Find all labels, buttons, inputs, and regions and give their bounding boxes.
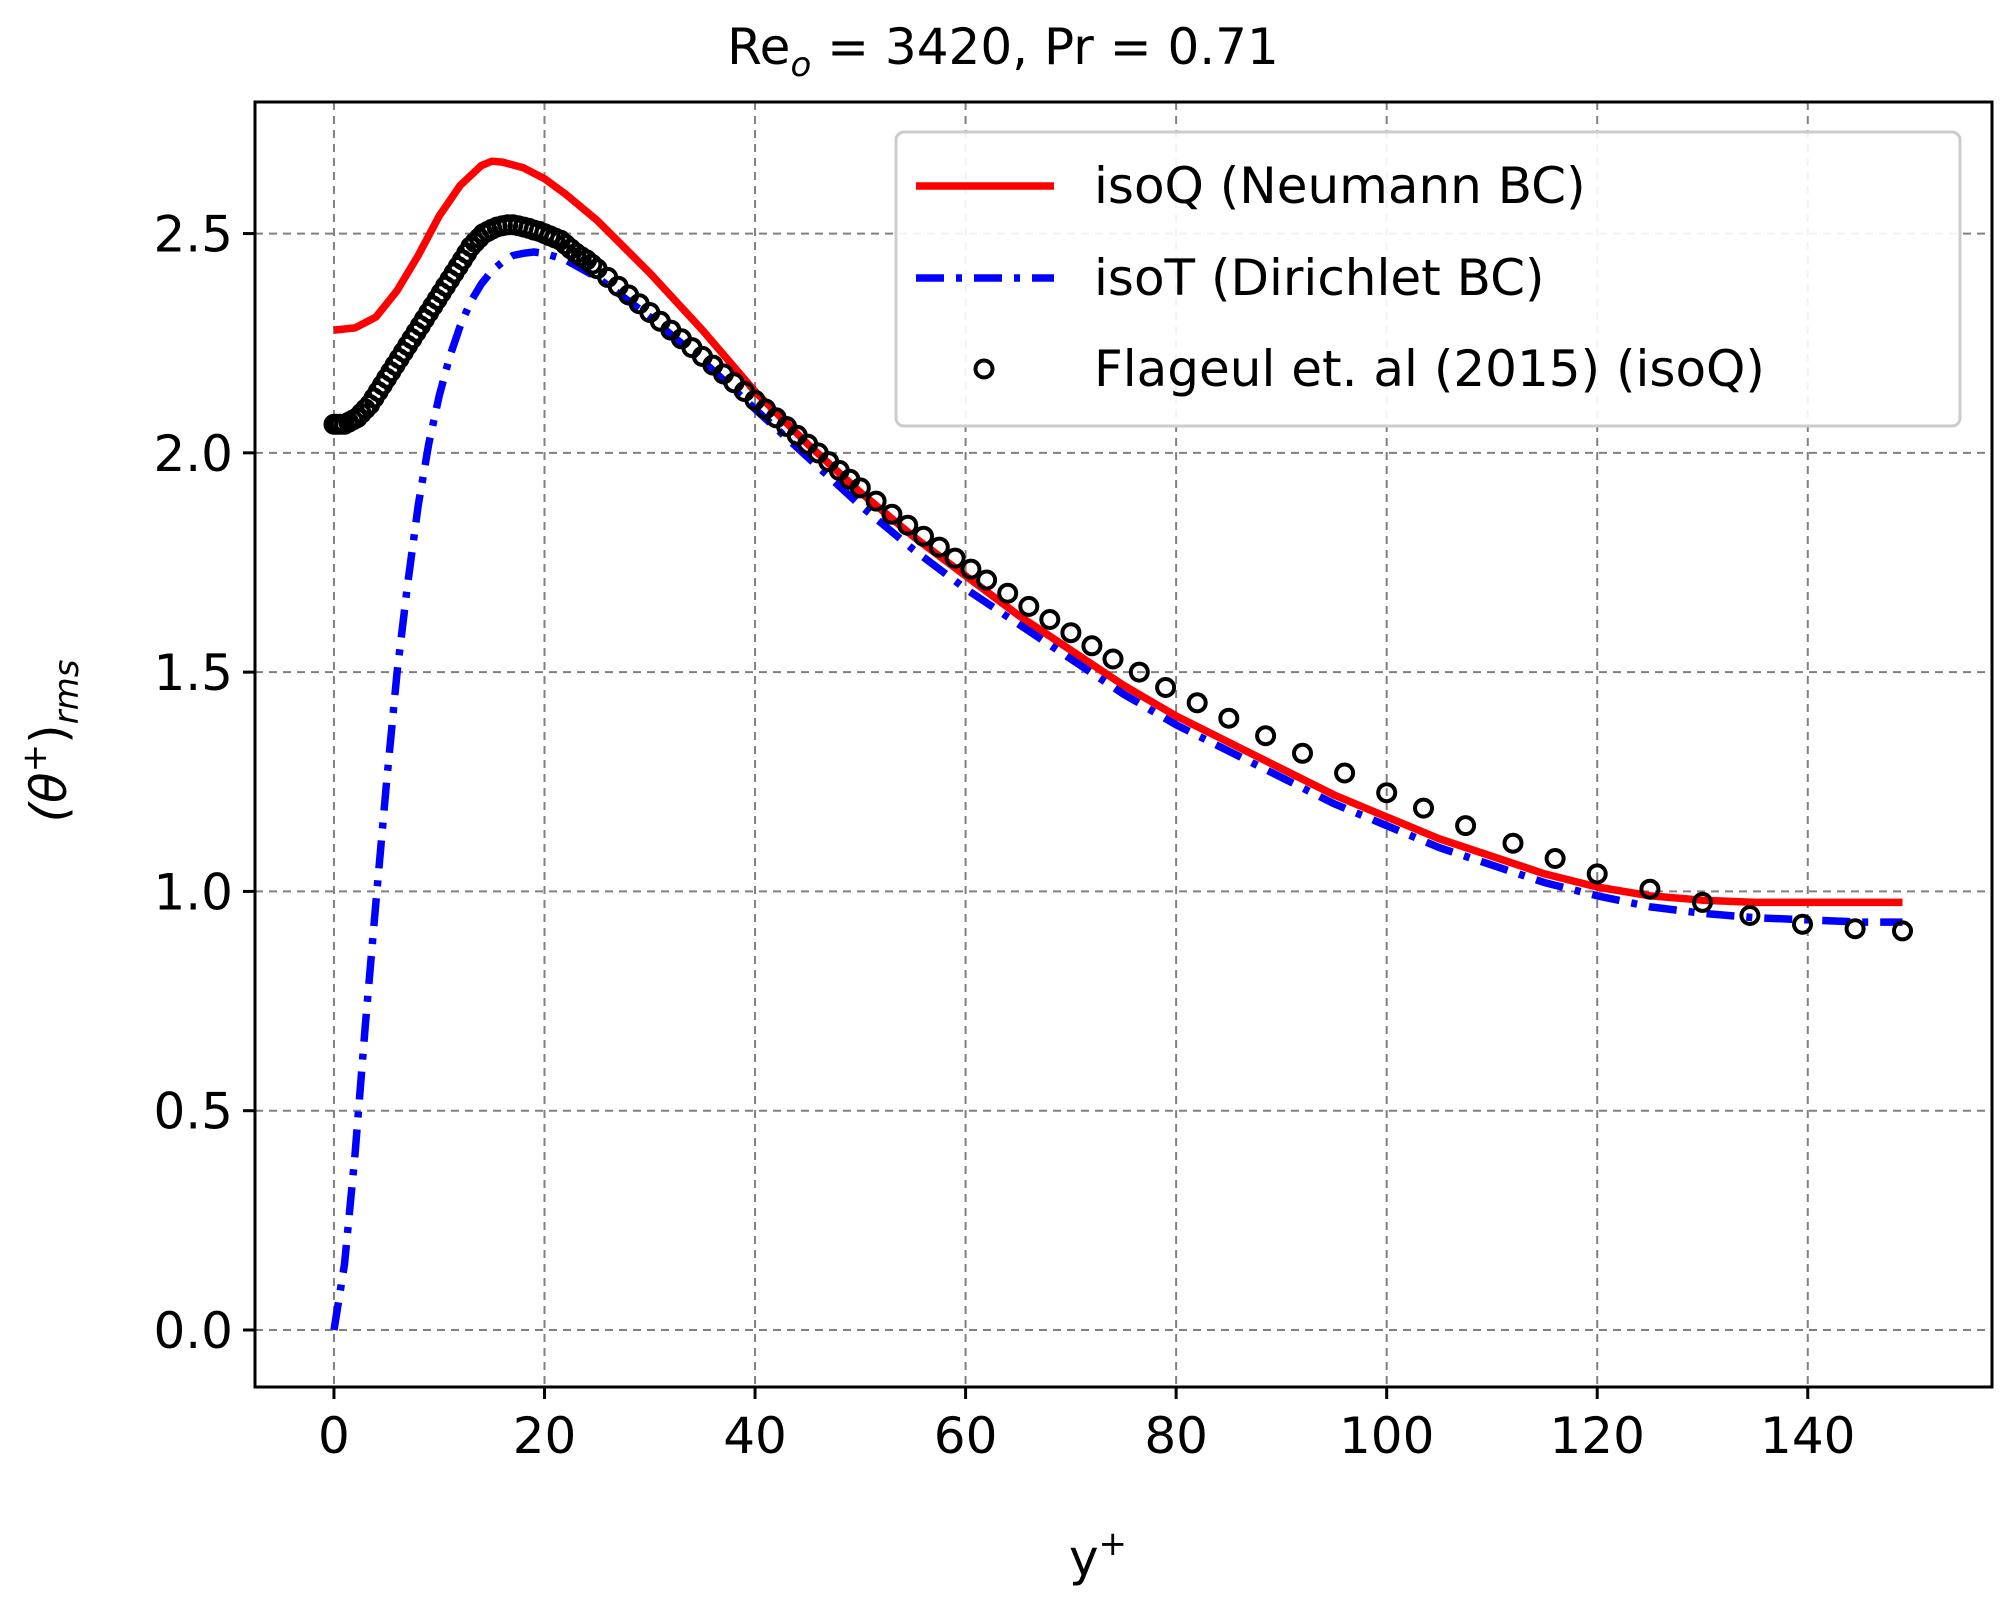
y-tick-label: 1.5: [153, 644, 233, 702]
y-tick-label: 2.5: [153, 206, 233, 264]
axis-ticks: 0 20 40 60 80 100 120 140 0.0 0.5 1.0 1.5 2.0 2.5: [153, 206, 1855, 1465]
data-point-flageul: [1892, 920, 1913, 942]
data-point-flageul: [960, 558, 982, 580]
data-point-flageul: [1060, 622, 1082, 644]
data-point-flageul: [865, 490, 887, 512]
y-tick-label: 2.0: [153, 425, 233, 483]
data-point-flageul: [897, 514, 919, 536]
x-tick-label: 40: [723, 1407, 787, 1465]
y-label-superscript: +: [15, 744, 55, 773]
data-point-flageul: [1334, 762, 1356, 784]
data-point-flageul: [849, 477, 871, 499]
data-point-flageul: [881, 503, 903, 525]
data-point-flageul: [1376, 782, 1398, 804]
y-tick-label: 0.0: [153, 1302, 233, 1360]
data-point-flageul: [1544, 848, 1566, 869]
x-tick-label: 120: [1550, 1407, 1645, 1465]
legend-label-isot: isoT (Dirichlet BC): [1094, 249, 1545, 307]
x-label-main: y: [1069, 1529, 1099, 1587]
x-tick-label: 80: [1144, 1407, 1208, 1465]
data-point-flageul: [1186, 692, 1208, 714]
title-rest: = 3420, Pr = 0.71: [811, 18, 1279, 76]
data-point-flageul: [1692, 891, 1713, 913]
data-point-flageul: [1586, 863, 1608, 885]
title-main: Re: [727, 18, 790, 76]
data-point-flageul: [1413, 797, 1434, 819]
legend-label-isoq: isoQ (Neumann BC): [1094, 157, 1586, 215]
x-tick-label: 0: [318, 1407, 350, 1465]
y-label-subscript: rms: [47, 660, 87, 725]
y-axis-label: (θ+)rms: [15, 660, 87, 823]
data-point-flageul: [1455, 815, 1477, 837]
data-point-flageul: [1502, 832, 1524, 854]
data-point-flageul: [1844, 918, 1866, 940]
x-axis-label: y+: [1069, 1524, 1127, 1587]
data-point-flageul: [1081, 635, 1103, 657]
series-layer: [323, 157, 1913, 1331]
series-markers-flageul: [323, 214, 1913, 942]
data-point-flageul: [1292, 742, 1313, 764]
x-tick-label: 20: [513, 1407, 577, 1465]
x-label-superscript: +: [1099, 1524, 1128, 1564]
data-point-flageul: [1255, 725, 1277, 747]
data-point-flageul: [1639, 878, 1661, 900]
y-label-close: ): [20, 724, 78, 744]
data-point-flageul: [1792, 913, 1813, 935]
data-point-flageul: [928, 536, 950, 558]
data-point-flageul: [913, 525, 934, 547]
y-tick-label: 0.5: [153, 1083, 233, 1141]
data-point-flageul: [997, 582, 1019, 604]
plot-frame: [253, 100, 1994, 1389]
chart-title: Reo = 3420, Pr = 0.71: [727, 18, 1279, 85]
y-label-open: (θ: [20, 772, 78, 822]
data-point-flageul: [1018, 595, 1040, 617]
legend-box: [894, 130, 1962, 428]
legend-marker-flageul: [973, 358, 995, 380]
data-point-flageul: [1102, 648, 1124, 670]
data-point-flageul: [1155, 677, 1177, 698]
y-tick-label: 1.0: [153, 863, 233, 921]
data-point-flageul: [1039, 609, 1061, 630]
x-tick-label: 100: [1339, 1407, 1434, 1465]
data-point-flageul: [1128, 661, 1150, 683]
data-point-flageul: [1218, 707, 1240, 729]
data-point-flageul: [976, 569, 998, 591]
legend-label-flageul: Flageul et. al (2015) (isoQ): [1094, 340, 1765, 398]
x-tick-label: 60: [934, 1407, 998, 1465]
data-point-flageul: [1739, 905, 1761, 926]
legend: isoQ (Neumann BC) isoT (Dirichlet BC) Fl…: [894, 130, 1962, 428]
data-point-flageul: [944, 547, 966, 569]
x-tick-label: 140: [1760, 1407, 1855, 1465]
title-subscript: o: [790, 45, 811, 85]
